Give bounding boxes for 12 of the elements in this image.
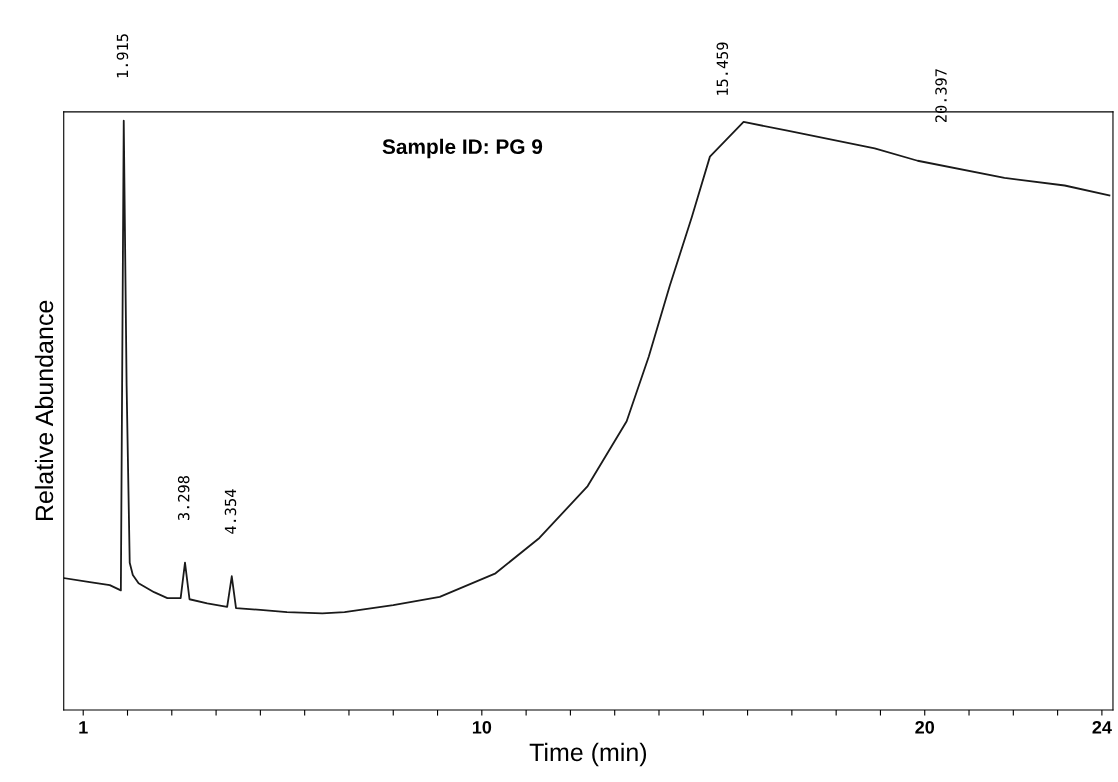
x-tick-label: 10 [472, 720, 492, 734]
y-axis-title: Relative Abundance [34, 300, 54, 521]
annotation: 15.459 [716, 42, 729, 95]
annotation: 3.298 [177, 476, 190, 521]
x-axis-title: Time (min) [529, 742, 647, 767]
x-tick-label: 24 [1092, 720, 1112, 734]
x-tick-label: 1 [79, 721, 88, 734]
annotation: 1.915 [116, 34, 129, 78]
x-tick-label: 20 [915, 720, 935, 734]
annotation: 4.354 [224, 489, 237, 534]
annotation: 20.397 [935, 69, 947, 123]
text: Sample ID: PG 9 [382, 138, 543, 159]
